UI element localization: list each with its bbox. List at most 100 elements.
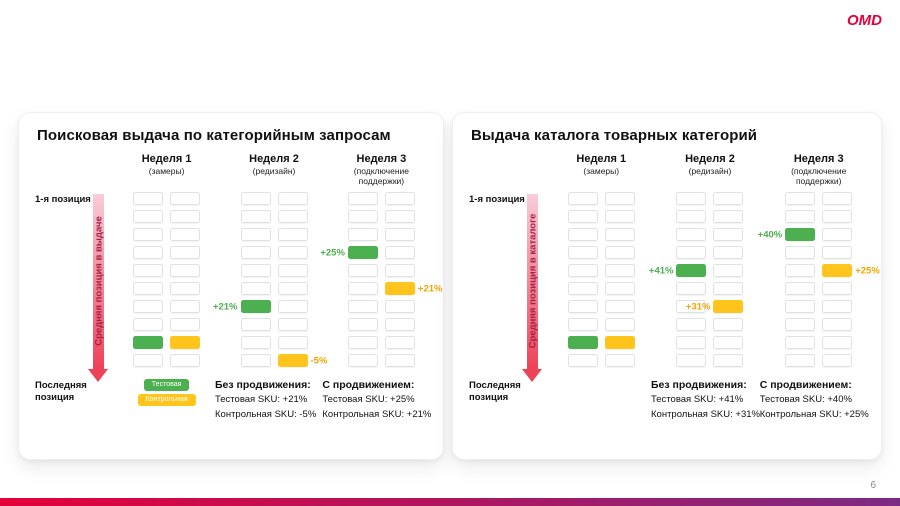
axis-arrowhead-icon bbox=[522, 369, 542, 382]
week-column-2: Неделя 2 (редизайн) +21% -5% Без продвиже… bbox=[213, 150, 327, 450]
position-cell bbox=[785, 246, 816, 259]
position-grid: +40% +25% bbox=[758, 192, 880, 367]
summary-line: Тестовая SKU: +25% bbox=[322, 394, 415, 405]
week-column-3: Неделя 3 (подключение поддержки) +25% +21… bbox=[320, 150, 442, 450]
marker-change-label: +40% bbox=[757, 229, 783, 240]
bottom-gradient-bar bbox=[0, 498, 900, 506]
position-cell bbox=[785, 354, 816, 367]
week-label: Неделя 1 bbox=[576, 153, 627, 165]
summary-title: Без продвижения: bbox=[651, 379, 747, 391]
position-cell bbox=[713, 192, 744, 205]
marker-change-label: +25% bbox=[320, 247, 345, 258]
position-cell bbox=[170, 210, 201, 223]
position-cell bbox=[133, 318, 164, 331]
position-cell bbox=[604, 228, 635, 241]
chart-area: 1-я позиция Средняя позиция в выдаче Пос… bbox=[33, 150, 442, 450]
position-cell bbox=[170, 300, 201, 313]
position-cell bbox=[384, 264, 415, 277]
position-cell bbox=[785, 192, 816, 205]
position-cell bbox=[822, 354, 853, 367]
position-cell bbox=[277, 228, 308, 241]
position-cell bbox=[604, 300, 635, 313]
position-cell bbox=[347, 264, 378, 277]
summary-line: Контрольная SKU: +31% bbox=[651, 408, 760, 420]
position-cell bbox=[170, 192, 201, 205]
week-sublabel: (подключение поддержки) bbox=[353, 166, 409, 187]
control-sku-marker bbox=[170, 336, 201, 349]
week-summary: Без продвижения: Тестовая SKU: +21% Конт… bbox=[215, 379, 333, 422]
summary-title: С продвижением: bbox=[322, 379, 415, 391]
position-cell bbox=[567, 228, 598, 241]
position-cell bbox=[822, 210, 853, 223]
week-sublabel: (подключение поддержки) bbox=[791, 166, 847, 187]
marker-change-label: -5% bbox=[310, 355, 328, 366]
summary-line: Контрольная SKU: +21% bbox=[322, 408, 432, 420]
week-column-1: Неделя 1 (замеры) Тестовая Контрольная bbox=[113, 150, 220, 450]
position-axis: 1-я позиция Средняя позиция в каталоге П… bbox=[467, 150, 547, 450]
panel-title: Выдача каталога товарных категорий bbox=[471, 127, 758, 144]
control-sku-marker: +21% bbox=[384, 282, 442, 295]
position-cell bbox=[567, 192, 598, 205]
position-cell bbox=[785, 318, 816, 331]
position-cell bbox=[785, 264, 816, 277]
axis-arrowhead-icon bbox=[88, 369, 108, 382]
axis-gradient-arrow bbox=[93, 194, 104, 369]
position-cell bbox=[277, 192, 308, 205]
position-cell bbox=[347, 228, 378, 241]
marker-change-label: +31% bbox=[685, 301, 711, 312]
position-cell bbox=[384, 210, 415, 223]
week-header: Неделя 3 (подключение поддержки) bbox=[775, 150, 863, 192]
marker-change-label: +41% bbox=[648, 265, 674, 276]
summary-line: Контрольная SKU: +25% bbox=[759, 408, 869, 420]
position-cell bbox=[567, 210, 598, 223]
week-label: Неделя 1 bbox=[141, 153, 192, 165]
test-sku-marker: +21% bbox=[213, 300, 271, 313]
position-cell bbox=[604, 264, 635, 277]
summary-title: С продвижением: bbox=[759, 379, 852, 391]
position-cell bbox=[822, 318, 853, 331]
position-cell bbox=[240, 336, 271, 349]
week-summary: С продвижением: Тестовая SKU: +25% Контр… bbox=[322, 379, 440, 422]
position-cell bbox=[567, 354, 598, 367]
axis-arrow-label: Средняя позиция в каталоге bbox=[527, 213, 539, 349]
weeks-row: Неделя 1 (замеры) Тестовая Контрольная Н… bbox=[113, 150, 442, 450]
position-cell bbox=[604, 192, 635, 205]
control-sku-marker: -5% bbox=[277, 354, 327, 367]
axis-bottom-label: Последняя позиция bbox=[469, 380, 521, 403]
position-cell bbox=[384, 192, 415, 205]
position-grid bbox=[133, 192, 201, 367]
position-cell bbox=[604, 354, 635, 367]
position-cell bbox=[676, 228, 707, 241]
week-sublabel: (замеры) bbox=[583, 166, 620, 176]
position-cell bbox=[676, 336, 707, 349]
control-sku-marker bbox=[604, 336, 635, 349]
position-cell bbox=[713, 282, 744, 295]
page-number: 6 bbox=[870, 480, 876, 491]
legend-control-badge: Контрольная bbox=[137, 394, 196, 406]
position-cell bbox=[240, 210, 271, 223]
axis-top-label: 1-я позиция bbox=[469, 194, 525, 205]
position-cell bbox=[785, 300, 816, 313]
position-cell bbox=[676, 282, 707, 295]
position-cell bbox=[277, 282, 308, 295]
position-cell bbox=[347, 354, 378, 367]
position-cell bbox=[170, 354, 201, 367]
position-cell bbox=[277, 210, 308, 223]
summary-line: Тестовая SKU: +40% bbox=[759, 394, 852, 405]
position-cell bbox=[676, 300, 707, 313]
position-grid: +41% +31% bbox=[649, 192, 744, 367]
position-cell bbox=[277, 264, 308, 277]
week-header: Неделя 2 (редизайн) bbox=[249, 150, 299, 192]
week-summary: Без продвижения: Тестовая SKU: +41% Конт… bbox=[651, 379, 769, 422]
position-cell bbox=[713, 228, 744, 241]
position-cell bbox=[713, 264, 744, 277]
position-cell bbox=[384, 318, 415, 331]
week-label: Неделя 3 bbox=[356, 153, 407, 165]
omd-logo-mark: OMD bbox=[847, 12, 882, 29]
position-cell bbox=[384, 246, 415, 259]
position-cell bbox=[170, 282, 201, 295]
week-label: Неделя 2 bbox=[249, 153, 299, 165]
position-grid: +25% +21% bbox=[320, 192, 442, 367]
position-cell bbox=[240, 246, 271, 259]
position-cell bbox=[785, 336, 816, 349]
